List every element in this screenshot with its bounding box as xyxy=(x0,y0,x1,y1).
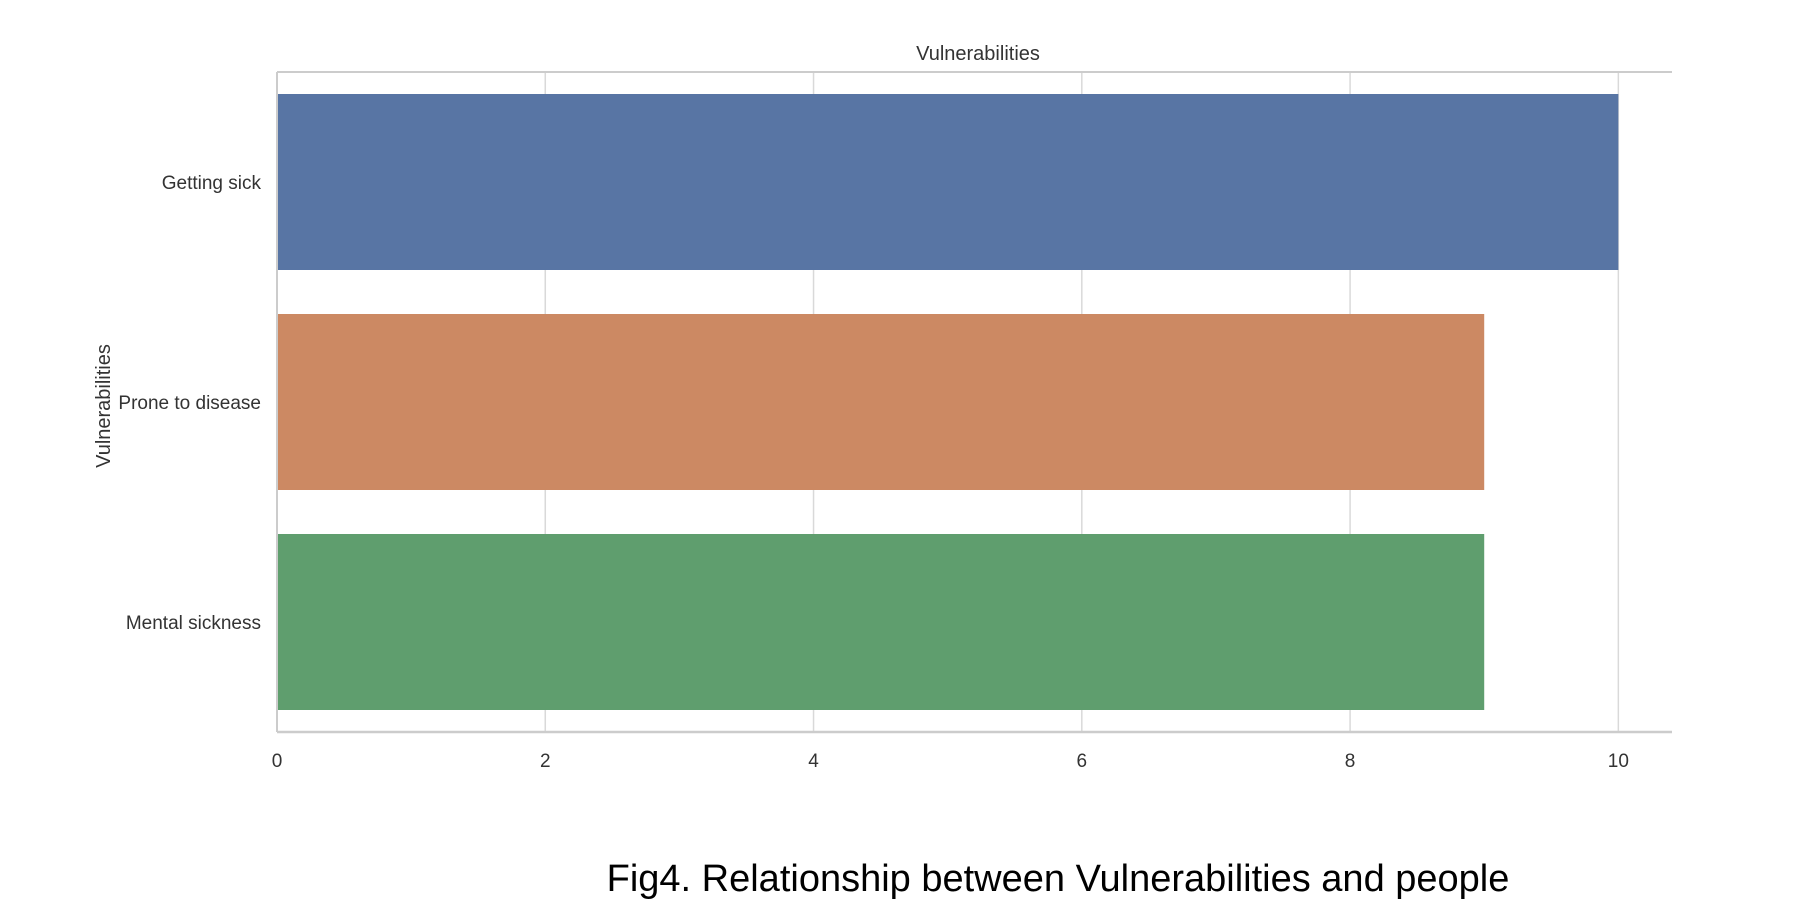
bars xyxy=(277,94,1619,710)
tick-labels: 0 2 4 6 8 10 Getting sick Prone to disease Menta… xyxy=(118,173,1629,772)
x-tick-label: 4 xyxy=(808,751,819,772)
y-tick-label: Getting sick xyxy=(162,173,262,194)
x-tick-label: 0 xyxy=(272,751,283,772)
bar-chart: 0 2 4 6 8 10 Getting sick Prone to disease Menta… xyxy=(93,43,1672,772)
x-tick-label: 2 xyxy=(540,751,551,772)
axes-frame xyxy=(276,71,1672,734)
y-axis-label: Vulnerabilities xyxy=(93,344,115,468)
x-tick-label: 10 xyxy=(1608,751,1629,772)
bar xyxy=(277,94,1619,270)
figure-caption: Fig4. Relationship between Vulnerabiliti… xyxy=(606,858,1510,900)
bar xyxy=(277,534,1485,710)
x-tick-label: 8 xyxy=(1345,751,1356,772)
y-tick-label: Prone to disease xyxy=(118,393,261,414)
x-tick-label: 6 xyxy=(1077,751,1088,772)
y-tick-label: Mental sickness xyxy=(126,613,261,634)
chart-title: Vulnerabilities xyxy=(916,43,1040,65)
bar xyxy=(277,314,1485,490)
